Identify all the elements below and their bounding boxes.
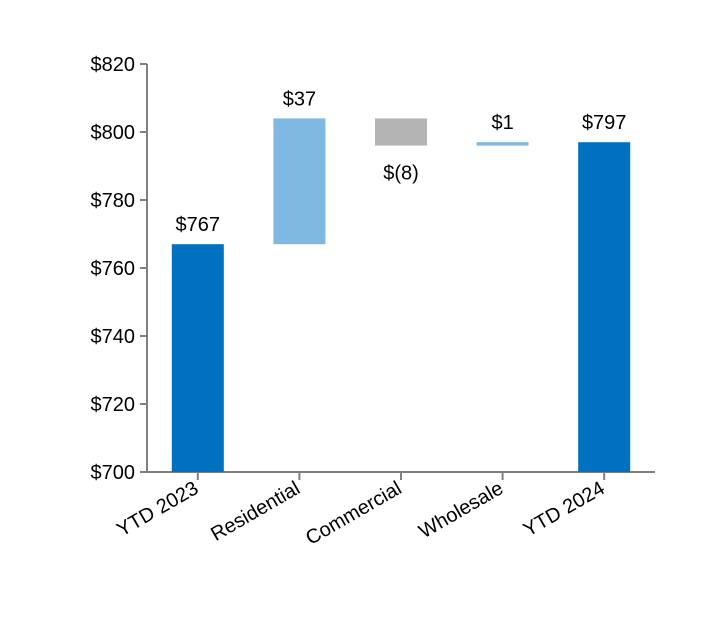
y-tick-label: $780 <box>91 190 136 212</box>
x-tick-label: Wholesale <box>415 477 507 543</box>
data-label: $1 <box>491 112 513 134</box>
bar-commercial <box>375 118 427 146</box>
x-tick-label: Residential <box>207 477 304 546</box>
bar-ytd-2024 <box>578 142 631 472</box>
bar-ytd-2023 <box>171 244 224 472</box>
y-tick-label: $760 <box>91 258 136 280</box>
x-tick-label: YTD 2023 <box>113 477 202 541</box>
y-tick-label: $720 <box>91 394 136 416</box>
y-tick-label: $820 <box>91 54 136 76</box>
y-tick-label: $700 <box>91 462 136 484</box>
data-label: $767 <box>176 214 221 236</box>
bar-wholesale <box>476 142 529 146</box>
y-tick-label: $800 <box>91 122 136 144</box>
x-tick-label: Commercial <box>302 477 405 549</box>
data-label: $797 <box>582 112 627 134</box>
bar-residential <box>273 118 326 245</box>
y-tick-label: $740 <box>91 326 136 348</box>
data-label: $37 <box>283 88 316 110</box>
x-tick-label: YTD 2024 <box>520 477 609 541</box>
data-label: $(8) <box>383 163 419 185</box>
